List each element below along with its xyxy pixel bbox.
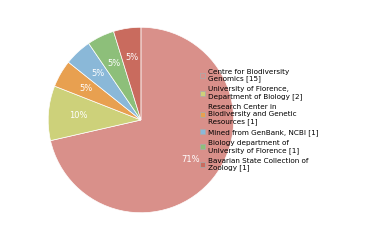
Text: 5%: 5% [125,53,138,62]
Text: 5%: 5% [92,69,105,78]
Wedge shape [48,86,141,141]
Wedge shape [114,27,141,120]
Text: 10%: 10% [69,111,87,120]
Wedge shape [51,27,234,213]
Text: 71%: 71% [181,155,200,164]
Legend: Centre for Biodiversity
Genomics [15], University of Florence,
Department of Bio: Centre for Biodiversity Genomics [15], U… [200,69,319,171]
Text: 5%: 5% [80,84,93,93]
Wedge shape [55,62,141,120]
Wedge shape [89,31,141,120]
Wedge shape [68,43,141,120]
Text: 5%: 5% [107,59,120,68]
